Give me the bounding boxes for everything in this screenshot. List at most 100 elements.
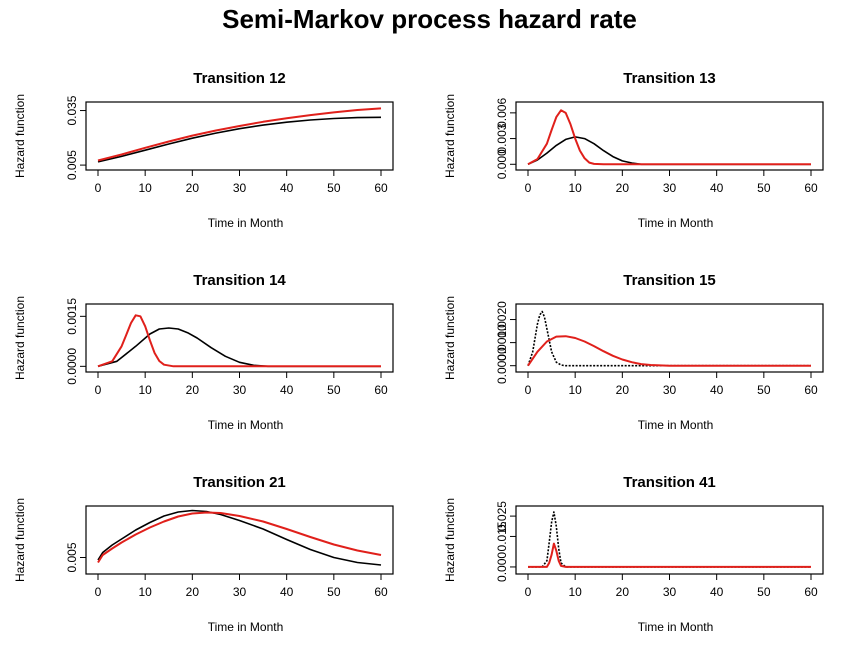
y-tick-label: 0.0010: [495, 324, 509, 361]
y-tick-label: 0.005: [65, 542, 79, 572]
x-tick-label: 20: [616, 181, 630, 195]
panel-title: Transition 13: [623, 70, 716, 87]
x-axis-label: Time in Month: [638, 620, 714, 634]
panel-transition-14: Transition 14 0 10 20 30 40 50 60 0.0000 0.0015 Ti…: [0, 262, 430, 462]
series-line-red: [528, 542, 811, 568]
panel-title: Transition 12: [193, 70, 286, 87]
x-tick-label: 50: [757, 383, 771, 397]
panel-title: Transition 15: [623, 272, 716, 289]
series-line-black: [97, 509, 382, 566]
y-axis-label: Hazard function: [13, 296, 27, 380]
series-line-black: [97, 116, 382, 163]
x-axis-label: Time in Month: [208, 418, 284, 432]
x-tick-label: 50: [757, 585, 771, 599]
x-tick-label: 10: [138, 181, 152, 195]
plot-frame: [515, 101, 824, 171]
y-axis-label: Hazard function: [13, 498, 27, 582]
panel-transition-13: Transition 13 0 10 20 30 40 50 60 0.000 0.003 0.00…: [430, 60, 859, 260]
x-tick-label: 30: [663, 585, 677, 599]
y-tick-label: 0.005: [65, 150, 79, 180]
x-tick-label: 0: [95, 181, 102, 195]
x-tick-label: 60: [374, 585, 388, 599]
panel-title: Transition 41: [623, 474, 716, 491]
x-tick-label: 30: [663, 181, 677, 195]
y-tick-label: 0.000: [495, 552, 509, 582]
x-tick-label: 50: [757, 181, 771, 195]
x-tick-label: 20: [186, 181, 200, 195]
x-tick-label: 50: [327, 585, 341, 599]
x-tick-label: 40: [710, 585, 724, 599]
series-line-red: [527, 335, 811, 367]
x-tick-label: 40: [280, 383, 294, 397]
x-tick-label: 10: [138, 383, 152, 397]
panel-transition-12: Transition 12 0 10 20 30 40 50 60 0.005 0.035 Time…: [0, 60, 430, 260]
series-line-red: [527, 109, 811, 166]
y-tick-label: 0.006: [495, 98, 509, 128]
x-tick-label: 40: [280, 181, 294, 195]
x-tick-label: 30: [233, 585, 247, 599]
x-tick-label: 50: [327, 181, 341, 195]
series-line-black: [528, 511, 811, 568]
x-axis-label: Time in Month: [208, 620, 284, 634]
y-axis-label: Hazard function: [443, 498, 457, 582]
y-tick-label: 0.003: [495, 123, 509, 153]
x-tick-label: 30: [233, 181, 247, 195]
chart-transition-14: Transition 14 0 10 20 30 40 50 60 0.0000 0.0015 Ti…: [13, 272, 394, 432]
y-tick-label: 0.035: [65, 95, 79, 125]
x-tick-label: 10: [138, 585, 152, 599]
plot-frame: [515, 303, 824, 373]
x-tick-label: 40: [710, 383, 724, 397]
y-tick-label: 0.0020: [495, 301, 509, 338]
plot-frame: [85, 101, 394, 171]
x-tick-label: 60: [804, 181, 818, 195]
x-axis-label: Time in Month: [638, 216, 714, 230]
x-tick-label: 20: [616, 585, 630, 599]
series-line-red: [97, 107, 382, 162]
x-axis-label: Time in Month: [208, 216, 284, 230]
x-tick-label: 10: [568, 585, 582, 599]
x-tick-label: 0: [95, 383, 102, 397]
series-line-black: [97, 327, 381, 368]
x-tick-label: 40: [280, 585, 294, 599]
series-line-red: [97, 511, 382, 564]
series-line-red: [97, 314, 381, 368]
chart-transition-12: Transition 12 0 10 20 30 40 50 60 0.005 0.035 Time…: [13, 70, 394, 230]
y-tick-label: 0.0000: [495, 347, 509, 384]
x-tick-label: 50: [327, 383, 341, 397]
x-tick-label: 40: [710, 181, 724, 195]
series-line-black: [527, 136, 811, 166]
x-tick-label: 30: [233, 383, 247, 397]
y-tick-label: 0.0015: [65, 298, 79, 335]
x-tick-label: 60: [374, 383, 388, 397]
x-tick-label: 60: [374, 181, 388, 195]
x-tick-label: 0: [525, 383, 532, 397]
x-tick-label: 10: [568, 383, 582, 397]
x-tick-label: 20: [186, 585, 200, 599]
chart-transition-15: Transition 15 0 10 20 30 40 50 60 0.00000.00100.…: [443, 272, 824, 432]
y-tick-label: 0.015: [495, 521, 509, 551]
chart-transition-21: Transition 21 0 10 20 30 40 50 60 0.005 Time in M…: [13, 474, 394, 634]
chart-transition-41: Transition 41 0 10 20 30 40 50 60 0.0000.0150.02…: [443, 474, 824, 634]
panel-title: Transition 14: [193, 272, 286, 289]
x-axis-label: Time in Month: [638, 418, 714, 432]
panel-transition-15: Transition 15 0 10 20 30 40 50 60 0.0000 0.0010 0.…: [430, 262, 859, 462]
x-tick-label: 20: [186, 383, 200, 397]
x-tick-label: 20: [616, 383, 630, 397]
x-tick-label: 30: [663, 383, 677, 397]
panel-transition-41: Transition 41 0 10 20 30 40 50 60 0.000 0.015 0.02…: [430, 464, 859, 664]
panel-transition-21: Transition 21 0 10 20 30 40 50 60 0.005 Time in M…: [0, 464, 430, 664]
y-tick-label: 0.025: [495, 501, 509, 531]
figure: Semi-Markov process hazard rate Transiti…: [0, 4, 859, 634]
figure-title: Semi-Markov process hazard rate: [222, 4, 637, 34]
x-tick-label: 60: [804, 585, 818, 599]
chart-transition-13: Transition 13 0 10 20 30 40 50 60 0.0000.0030.00…: [443, 70, 824, 230]
x-tick-label: 0: [525, 181, 532, 195]
panel-title: Transition 21: [193, 474, 286, 491]
y-axis-label: Hazard function: [443, 296, 457, 380]
y-tick-label: 0.000: [495, 149, 509, 179]
y-tick-label: 0.0000: [65, 348, 79, 385]
series-line-black: [527, 310, 811, 367]
y-axis-label: Hazard function: [13, 94, 27, 178]
x-tick-label: 60: [804, 383, 818, 397]
y-axis-label: Hazard function: [443, 94, 457, 178]
